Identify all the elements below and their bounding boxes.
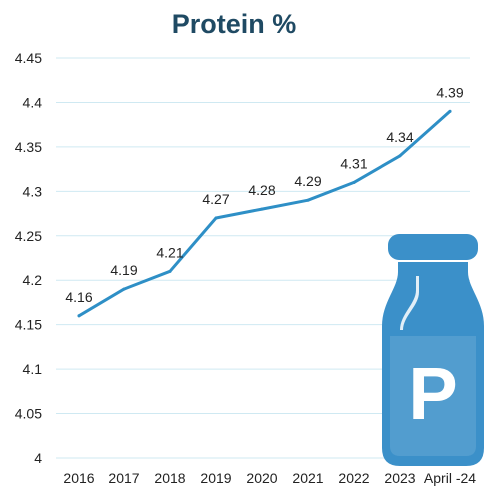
data-point	[214, 216, 218, 220]
x-tick-label: 2017	[108, 470, 139, 486]
x-tick-label: 2023	[384, 470, 415, 486]
x-tick-label: 2018	[154, 470, 185, 486]
y-tick-label: 4.05	[15, 406, 42, 422]
y-tick-label: 4.4	[23, 94, 43, 110]
data-point	[352, 180, 356, 184]
x-tick-label: 2016	[63, 470, 94, 486]
series-layer	[77, 109, 452, 318]
data-point	[122, 287, 126, 291]
data-label: 4.34	[386, 129, 413, 145]
data-point	[306, 198, 310, 202]
data-label: 4.16	[65, 289, 92, 305]
data-label: 4.29	[294, 173, 321, 189]
x-tick-label: 2020	[246, 470, 277, 486]
x-axis-ticks: 2016 2017 2018 2019 2020 2021 2022 2023 April -2…	[63, 470, 476, 486]
data-point	[77, 314, 81, 318]
data-label: 4.21	[156, 244, 183, 260]
y-tick-label: 4	[34, 450, 42, 466]
data-point	[168, 269, 172, 273]
data-label: 4.28	[248, 182, 275, 198]
y-tick-label: 4.2	[23, 272, 43, 288]
y-tick-label: 4.45	[15, 50, 42, 66]
data-point	[260, 207, 264, 211]
x-tick-label: 2019	[200, 470, 231, 486]
gridlines	[56, 57, 470, 459]
bottle-label	[390, 336, 476, 456]
x-tick-label: 2021	[292, 470, 323, 486]
y-tick-label: 4.25	[15, 228, 42, 244]
bottle-cap	[388, 234, 478, 260]
data-label: 4.27	[202, 191, 229, 207]
x-tick-label: 2022	[338, 470, 369, 486]
y-axis-ticks: 4 4.05 4.1 4.15 4.2 4.25 4.3 4.35 4.4 4.45	[15, 50, 42, 466]
bottle-letter: P	[408, 352, 457, 435]
y-tick-label: 4.1	[23, 361, 43, 377]
data-labels: 4.16 4.19 4.21 4.27 4.28 4.29 4.31 4.34 4.39	[65, 84, 463, 304]
y-tick-label: 4.15	[15, 317, 42, 333]
y-tick-label: 4.3	[23, 183, 43, 199]
data-label: 4.31	[340, 155, 367, 171]
data-point	[398, 154, 402, 158]
y-tick-label: 4.35	[15, 139, 42, 155]
milk-bottle-icon: P	[382, 234, 484, 466]
data-label: 4.19	[110, 262, 137, 278]
chart-title: Protein %	[172, 9, 297, 39]
data-label: 4.39	[436, 84, 463, 100]
x-tick-label: April -24	[424, 470, 476, 486]
bottle-highlight	[400, 276, 419, 330]
data-point	[448, 109, 452, 113]
